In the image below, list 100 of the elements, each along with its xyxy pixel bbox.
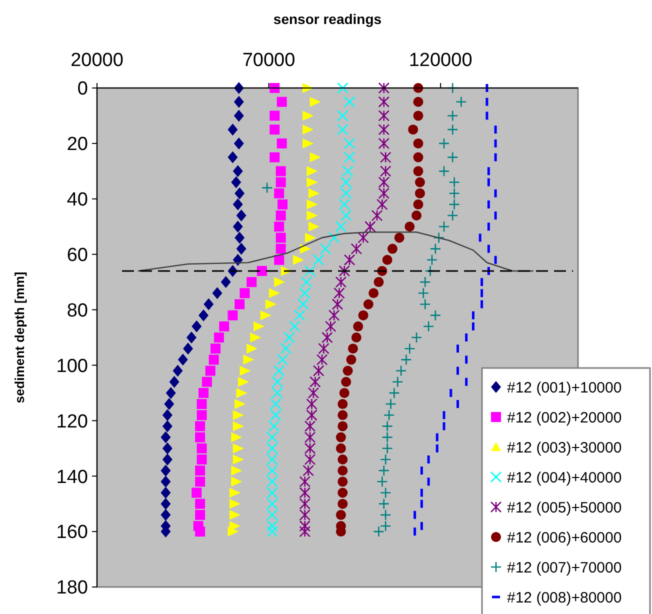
point — [160, 431, 171, 444]
point — [382, 432, 393, 443]
point — [276, 96, 287, 107]
point — [274, 222, 284, 232]
point — [274, 254, 284, 265]
point — [335, 276, 347, 288]
point — [344, 96, 356, 108]
point — [234, 232, 245, 244]
point — [364, 220, 376, 232]
point — [183, 342, 194, 355]
point — [328, 310, 340, 321]
point — [340, 188, 352, 199]
point — [204, 298, 214, 310]
point — [373, 526, 384, 538]
point — [338, 265, 350, 277]
point — [380, 509, 392, 521]
point — [270, 398, 282, 410]
legend-label: #12 (005)+50000 — [507, 499, 622, 516]
point — [392, 376, 404, 388]
point — [338, 454, 348, 464]
point — [162, 409, 172, 422]
point — [306, 409, 318, 421]
point — [344, 254, 356, 266]
point — [234, 137, 244, 150]
point — [312, 254, 324, 266]
point — [410, 332, 422, 344]
point — [304, 420, 316, 432]
point — [338, 399, 348, 410]
point — [195, 421, 206, 432]
point — [274, 277, 286, 288]
y-tick-label: 60 — [66, 244, 88, 266]
point — [341, 376, 352, 387]
legend-label: #12 (004)+40000 — [507, 469, 622, 486]
point — [302, 110, 314, 121]
point — [236, 388, 248, 398]
point — [195, 466, 206, 476]
point — [305, 232, 316, 243]
point — [404, 222, 415, 232]
point — [318, 342, 330, 354]
point — [334, 287, 345, 299]
point — [308, 222, 320, 232]
point — [266, 464, 278, 476]
point — [232, 421, 244, 432]
point — [338, 488, 348, 498]
point — [302, 138, 314, 148]
point — [378, 188, 390, 199]
point — [363, 299, 374, 310]
y-tick-label: 40 — [66, 190, 88, 211]
point — [446, 210, 458, 222]
point — [378, 110, 390, 122]
point — [160, 476, 171, 488]
point — [210, 344, 221, 354]
point — [229, 510, 240, 520]
point — [448, 188, 460, 199]
point — [339, 388, 350, 398]
point — [380, 166, 392, 177]
point — [198, 309, 209, 322]
point — [380, 454, 392, 466]
point — [412, 210, 422, 221]
point — [270, 83, 280, 93]
point — [414, 188, 425, 198]
point — [430, 243, 442, 254]
point — [212, 287, 222, 300]
point — [336, 510, 346, 520]
point — [234, 187, 245, 200]
point — [228, 124, 238, 136]
point — [299, 487, 311, 498]
legend-label: #12 (007)+70000 — [507, 559, 622, 576]
point — [166, 386, 176, 399]
point — [438, 166, 450, 177]
point — [374, 277, 384, 288]
point — [446, 152, 458, 163]
point — [231, 176, 242, 188]
point — [358, 310, 368, 320]
point — [232, 165, 243, 178]
y-tick-label: 0 — [77, 78, 88, 100]
point — [270, 110, 280, 121]
point — [380, 152, 392, 163]
point — [270, 124, 280, 135]
point — [272, 387, 284, 399]
point — [276, 138, 287, 148]
point — [371, 210, 383, 222]
point — [160, 464, 171, 477]
point — [253, 321, 264, 332]
point — [231, 466, 242, 476]
point — [368, 288, 379, 298]
point — [186, 332, 196, 344]
point — [310, 152, 321, 162]
point — [413, 138, 424, 148]
point — [232, 410, 244, 420]
point — [232, 454, 244, 464]
point — [304, 454, 316, 466]
point — [266, 442, 278, 454]
point — [274, 188, 284, 198]
point — [228, 526, 239, 537]
point — [276, 244, 286, 254]
point — [413, 96, 424, 107]
point — [394, 232, 404, 243]
y-tick-label: 20 — [66, 134, 88, 156]
point — [448, 176, 460, 188]
